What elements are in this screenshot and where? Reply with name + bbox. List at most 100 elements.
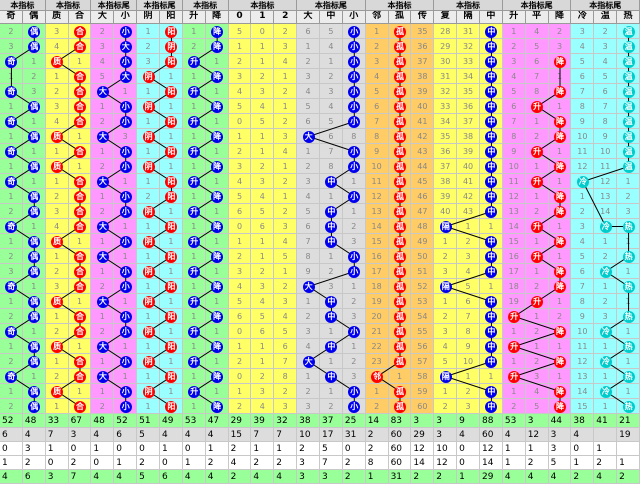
stat-cell: 0 bbox=[68, 442, 92, 456]
trend-cell: 17 bbox=[502, 264, 526, 279]
trend-cell: 3 bbox=[251, 84, 275, 99]
trend-cell: 1 bbox=[205, 54, 229, 69]
trend-cell: 2 bbox=[594, 294, 618, 309]
trend-cell: 2 bbox=[297, 159, 320, 174]
trend-ball: 质 bbox=[51, 295, 64, 308]
trend-ball: 降 bbox=[211, 220, 224, 233]
trend-ball: 合 bbox=[74, 205, 86, 218]
trend-cell: 1 bbox=[228, 234, 252, 249]
trend-cell: 6 bbox=[251, 324, 275, 339]
trend-ball: 小 bbox=[348, 190, 361, 203]
stat-cell: 51 bbox=[137, 414, 160, 428]
trend-cell: 38 bbox=[434, 174, 458, 189]
trend-ball: 降 bbox=[211, 400, 224, 413]
trend-ball: 降 bbox=[554, 115, 566, 128]
trend-ball: 中 bbox=[485, 265, 498, 278]
stat-cell: 0 bbox=[114, 442, 138, 456]
trend-ball: 合 bbox=[74, 115, 86, 128]
trend-ball: 合 bbox=[74, 85, 86, 98]
trend-cell: 1 bbox=[365, 384, 389, 399]
trend-ball: 大 bbox=[302, 130, 315, 143]
trend-ball: 合 bbox=[74, 370, 86, 383]
trend-ball: 降 bbox=[554, 385, 566, 398]
trend-cell: 3 bbox=[274, 294, 298, 309]
stat-cell: 31 bbox=[388, 470, 412, 484]
trend-cell: 2 bbox=[365, 399, 389, 414]
trend-cell: 52 bbox=[411, 279, 435, 294]
trend-cell: 3 bbox=[274, 399, 298, 414]
trend-cell: 2 bbox=[365, 39, 389, 54]
trend-cell: 3 bbox=[297, 174, 320, 189]
column-header: 升 bbox=[502, 11, 526, 24]
trend-cell: 1 bbox=[182, 279, 206, 294]
trend-cell: 5 bbox=[274, 249, 298, 264]
trend-ball: 奇 bbox=[5, 175, 18, 188]
trend-ball: 合 bbox=[74, 400, 86, 413]
trend-ball: 小 bbox=[348, 115, 361, 128]
trend-cell: 5 bbox=[571, 54, 595, 69]
stat-cell: 2 bbox=[525, 456, 549, 470]
trend-cell: 1 bbox=[594, 279, 618, 294]
stat-cell: 44 bbox=[548, 414, 572, 428]
trend-cell: 51 bbox=[411, 264, 435, 279]
trend-ball: 孤 bbox=[394, 205, 406, 218]
trend-ball: 孤 bbox=[394, 115, 406, 128]
trend-cell: 1 bbox=[228, 129, 252, 144]
trend-cell: 6 bbox=[594, 84, 618, 99]
trend-cell: 15 bbox=[365, 234, 389, 249]
stat-cell: 1 bbox=[594, 442, 618, 456]
trend-cell: 3 bbox=[342, 234, 366, 249]
trend-ball: 中 bbox=[485, 310, 498, 323]
trend-cell: 39 bbox=[434, 189, 458, 204]
trend-ball: 升 bbox=[188, 295, 201, 308]
stat-cell: 7 bbox=[251, 428, 275, 442]
trend-cell: 2 bbox=[525, 354, 549, 369]
trend-cell: 1 bbox=[0, 234, 23, 249]
trend-cell: 31 bbox=[434, 69, 458, 84]
trend-cell: 4 bbox=[228, 84, 252, 99]
trend-cell: 2 bbox=[297, 54, 320, 69]
trend-ball: 降 bbox=[211, 100, 224, 113]
trend-cell: 1 bbox=[205, 354, 229, 369]
trend-ball: 邻 bbox=[371, 370, 384, 383]
stat-cell: 0 bbox=[137, 442, 160, 456]
trend-cell: 7 bbox=[274, 354, 298, 369]
stat-cell: 6 bbox=[22, 470, 46, 484]
trend-cell: 1 bbox=[45, 144, 69, 159]
trend-cell: 9 bbox=[457, 339, 480, 354]
trend-cell: 1 bbox=[91, 264, 115, 279]
stat-cell: 0 bbox=[342, 442, 366, 456]
stat-cell: 4 bbox=[0, 470, 23, 484]
trend-ball: 降 bbox=[211, 250, 224, 263]
trend-cell: 1 bbox=[205, 234, 229, 249]
trend-cell: 2 bbox=[434, 309, 458, 324]
group-header: 本指标尾 bbox=[137, 0, 183, 11]
trend-ball: 升 bbox=[531, 100, 544, 113]
column-header: 升 bbox=[182, 11, 206, 24]
stat-cell: 1 bbox=[160, 442, 183, 456]
trend-cell: 1 bbox=[160, 159, 183, 174]
stat-cell bbox=[617, 442, 640, 456]
trend-cell: 4 bbox=[297, 339, 320, 354]
trend-cell: 3 bbox=[434, 324, 458, 339]
stat-cell: 6 bbox=[160, 470, 183, 484]
trend-cell: 4 bbox=[228, 174, 252, 189]
stat-cell: 49 bbox=[160, 414, 183, 428]
trend-cell: 2 bbox=[0, 309, 23, 324]
trend-cell: 34 bbox=[457, 69, 480, 84]
stat-cell: 10 bbox=[297, 428, 320, 442]
trend-cell: 1 bbox=[502, 24, 526, 39]
trend-cell: 1 bbox=[251, 39, 275, 54]
trend-ball: 升 bbox=[188, 85, 201, 98]
trend-cell: 1 bbox=[182, 399, 206, 414]
trend-ball: 偶 bbox=[28, 160, 41, 173]
trend-ball: 阴 bbox=[142, 265, 155, 278]
trend-cell: 49 bbox=[411, 234, 435, 249]
trend-cell: 1 bbox=[548, 69, 572, 84]
trend-cell: 1 bbox=[68, 159, 92, 174]
trend-cell: 1 bbox=[0, 69, 23, 84]
stat-cell: 8 bbox=[365, 456, 389, 470]
trend-cell: 2 bbox=[91, 204, 115, 219]
trend-cell: 1 bbox=[297, 144, 320, 159]
trend-cell: 12 bbox=[571, 159, 595, 174]
